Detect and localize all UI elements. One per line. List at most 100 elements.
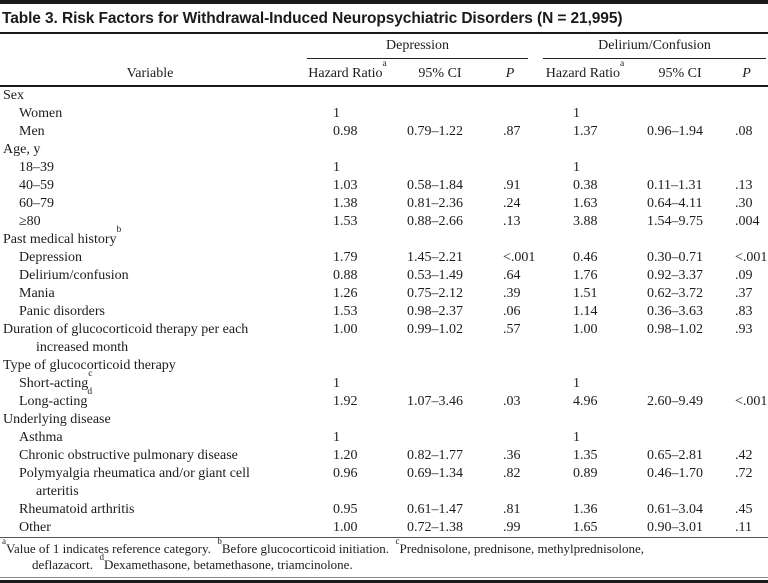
cell-hr2 bbox=[535, 411, 635, 429]
footnote-marker-c: c bbox=[395, 535, 400, 546]
cell-ci1: 1.45–2.21 bbox=[407, 250, 463, 265]
cell-hr1: 1.79 bbox=[333, 250, 358, 265]
footnote-marker-d: d bbox=[87, 387, 93, 398]
cell-p2: <.001 bbox=[735, 394, 768, 409]
cell-ci1: 0.53–1.49 bbox=[407, 268, 463, 283]
group-depression-label: Depression bbox=[307, 35, 529, 59]
table-title: Table 3. Risk Factors for Withdrawal-Ind… bbox=[2, 10, 623, 27]
cell-hr1: 1.53 bbox=[333, 214, 358, 229]
cell-p2: .13 bbox=[735, 178, 753, 193]
cell-p2: .45 bbox=[735, 502, 753, 517]
row-label: Past medical historyb bbox=[3, 225, 122, 247]
cell-p1: .13 bbox=[503, 214, 521, 229]
footnote-marker-a: a bbox=[2, 535, 6, 546]
cell-hr1 bbox=[300, 141, 395, 159]
cell-p1: .36 bbox=[503, 448, 521, 463]
cell-hr2: 0.38 bbox=[573, 178, 598, 193]
cell-ci2: 1.54–9.75 bbox=[647, 214, 704, 229]
section-row: Age, y bbox=[0, 141, 768, 159]
row-label: 18–39 bbox=[19, 160, 54, 175]
col-header-variable: Variable bbox=[0, 59, 300, 87]
table-row: 18–39 1 1 bbox=[0, 159, 768, 177]
cell-p1 bbox=[485, 411, 535, 429]
cell-p1: .24 bbox=[503, 196, 521, 211]
table-row: 40–59 1.03 0.58–1.84 .91 0.38 0.11–1.31 .13 bbox=[0, 177, 768, 195]
cell-p2: <.001 bbox=[735, 250, 768, 265]
cell-ci2: 0.64–4.11 bbox=[647, 196, 703, 211]
row-label: Chronic obstructive pulmonary disease bbox=[19, 448, 238, 463]
row-label: Men bbox=[19, 124, 45, 139]
cell-hr2: 1.51 bbox=[573, 286, 598, 301]
cell-ci2 bbox=[635, 375, 725, 393]
cell-p2 bbox=[725, 86, 768, 105]
table-row: Women 1 1 bbox=[0, 105, 768, 123]
cell-hr2: 1 bbox=[573, 106, 581, 121]
cell-p2 bbox=[725, 375, 768, 393]
cell-ci2: 2.60–9.49 bbox=[647, 394, 704, 409]
cell-p2 bbox=[725, 159, 768, 177]
col-header-ci-dep: 95% CI bbox=[395, 59, 485, 87]
col-header-hazard-ratio-del: Hazard Ratioa bbox=[535, 59, 636, 87]
row-label: Duration of glucocorticoid therapy per e… bbox=[0, 321, 300, 357]
col-header-ci-del: 95% CI bbox=[635, 59, 726, 87]
risk-factors-table: Depression Delirium/Confusion Variable H… bbox=[0, 34, 768, 537]
table-row: ≥80 1.53 0.88–2.66 .13 3.88 1.54–9.75 .004 bbox=[0, 213, 768, 231]
cell-ci1: 0.79–1.22 bbox=[407, 124, 463, 139]
cell-hr2: 4.96 bbox=[573, 394, 598, 409]
cell-hr1: 1.00 bbox=[333, 520, 358, 535]
cell-ci2: 0.62–3.72 bbox=[647, 286, 704, 301]
cell-p1 bbox=[485, 141, 535, 159]
row-label: Type of glucocorticoid therapy bbox=[3, 358, 176, 373]
cell-hr2 bbox=[535, 231, 635, 249]
footnote-rule bbox=[0, 537, 768, 538]
cell-hr2: 1.00 bbox=[573, 322, 598, 337]
cell-ci1 bbox=[395, 429, 485, 447]
top-rule bbox=[0, 0, 768, 4]
cell-hr1: 1.03 bbox=[333, 178, 358, 193]
cell-ci1: 0.98–2.37 bbox=[407, 304, 463, 319]
cell-ci1: 0.81–2.36 bbox=[407, 196, 463, 211]
group-header-delirium: Delirium/Confusion bbox=[535, 34, 768, 59]
cell-ci1 bbox=[395, 159, 485, 177]
cell-ci2 bbox=[635, 86, 725, 105]
cell-p2: .30 bbox=[735, 196, 753, 211]
cell-hr1: 0.95 bbox=[333, 502, 358, 517]
cell-ci1: 0.72–1.38 bbox=[407, 520, 463, 535]
title-rule bbox=[0, 32, 768, 34]
footnotes: aValue of 1 indicates reference category… bbox=[2, 535, 644, 572]
col-header-hazard-ratio-dep: Hazard Ratioa bbox=[300, 59, 395, 87]
cell-p2: .37 bbox=[735, 286, 753, 301]
row-label: Panic disorders bbox=[19, 304, 105, 319]
table-row: Duration of glucocorticoid therapy per e… bbox=[0, 321, 768, 357]
table-row: Men 0.98 0.79–1.22 .87 1.37 0.96–1.94 .08 bbox=[0, 123, 768, 141]
cell-p1: .39 bbox=[503, 286, 521, 301]
cell-p1 bbox=[485, 429, 535, 447]
cell-p2: .09 bbox=[735, 268, 753, 283]
cell-p2: .08 bbox=[735, 124, 753, 139]
cell-hr2: 3.88 bbox=[573, 214, 598, 229]
cell-p1: .99 bbox=[503, 520, 521, 535]
section-row: Underlying disease bbox=[0, 411, 768, 429]
cell-hr2: 1.63 bbox=[573, 196, 598, 211]
cell-hr2: 1 bbox=[573, 430, 581, 445]
cell-hr1: 0.88 bbox=[333, 268, 358, 283]
cell-p2 bbox=[725, 411, 768, 429]
row-label-continuation: arteritis bbox=[36, 484, 79, 499]
cell-hr1: 1.38 bbox=[333, 196, 358, 211]
cell-p2: .11 bbox=[735, 520, 753, 535]
table-row: Chronic obstructive pulmonary disease 1.2… bbox=[0, 447, 768, 465]
row-label: Asthma bbox=[19, 430, 63, 445]
cell-ci1: 0.75–2.12 bbox=[407, 286, 463, 301]
cell-hr2 bbox=[535, 357, 635, 375]
cell-hr2: 1.14 bbox=[573, 304, 598, 319]
cell-ci1 bbox=[395, 375, 485, 393]
cell-ci2 bbox=[635, 411, 725, 429]
cell-p1: .82 bbox=[503, 466, 521, 481]
group-header-spacer bbox=[0, 34, 300, 59]
cell-p1 bbox=[485, 231, 535, 249]
cell-hr1: 1 bbox=[333, 430, 340, 445]
cell-hr1 bbox=[300, 86, 395, 105]
cell-hr2: 1.36 bbox=[573, 502, 598, 517]
cell-hr1: 1.00 bbox=[333, 322, 358, 337]
cell-p1: .03 bbox=[503, 394, 521, 409]
